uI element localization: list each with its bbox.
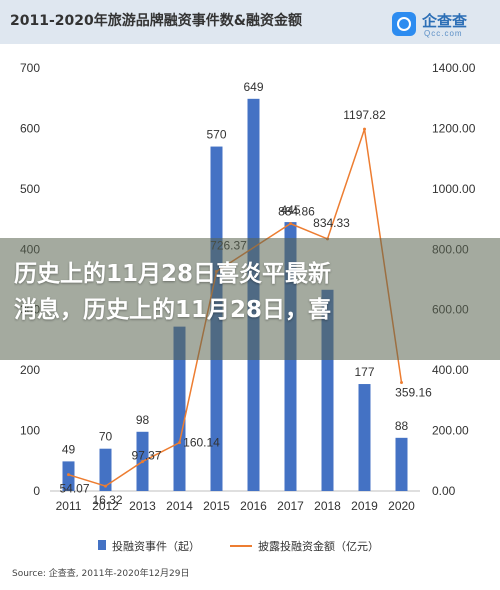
- headline-line-1: 历史上的11月28日喜炎平最新: [14, 261, 332, 287]
- line-point: [289, 222, 292, 226]
- bar-value-label: 88: [395, 419, 409, 433]
- qcc-logo-icon: [392, 12, 416, 36]
- line-value-label: 54.07: [59, 482, 89, 496]
- y-right-tick-label: 400.00: [432, 363, 469, 377]
- qcc-logo: 企查查 Qcc.com: [392, 10, 496, 40]
- bar: [62, 461, 75, 491]
- line-point: [400, 380, 403, 384]
- x-tick-label: 2011: [56, 499, 82, 513]
- headline-overlay: [0, 238, 500, 360]
- y-right-tick-label: 200.00: [432, 424, 469, 438]
- y-left-tick-label: 200: [20, 363, 40, 377]
- x-tick-label: 2016: [240, 499, 267, 513]
- y-right-tick-label: 1000.00: [432, 182, 476, 196]
- bar-value-label: 649: [243, 80, 263, 94]
- x-tick-label: 2019: [351, 499, 378, 513]
- bar-value-label: 98: [136, 413, 150, 427]
- legend-line-label: 披露投融资金额（亿元）: [258, 540, 379, 553]
- line-value-label: 834.33: [313, 216, 350, 230]
- line-value-label: 359.16: [395, 385, 432, 399]
- legend-line-swatch: [230, 545, 252, 547]
- bar-value-label: 445: [280, 203, 300, 217]
- y-left-tick-label: 100: [20, 424, 40, 438]
- y-right-tick-label: 1400.00: [432, 61, 476, 75]
- chart-legend: 投融资事件（起） 披露投融资金额（亿元）: [0, 536, 500, 556]
- x-tick-label: 2015: [203, 499, 230, 513]
- legend-bar-label: 投融资事件（起）: [112, 540, 200, 553]
- x-tick-label: 2020: [388, 499, 415, 513]
- bar-value-label: 70: [99, 430, 113, 444]
- line-value-label: 97.37: [131, 449, 161, 463]
- logo-domain: Qcc.com: [424, 29, 463, 38]
- line-value-label: 884.86: [278, 205, 315, 219]
- y-left-tick-label: 0: [33, 484, 40, 498]
- line-point: [141, 460, 144, 464]
- line-value-label: 1197.82: [343, 108, 386, 122]
- chart-header: [0, 0, 500, 44]
- line-point: [363, 127, 366, 131]
- y-left-tick-label: 500: [20, 182, 40, 196]
- source-note: Source: 企查查, 2011年-2020年12月29日: [12, 569, 190, 579]
- y-right-tick-label: 1200.00: [432, 121, 476, 135]
- y-left-tick-label: 700: [20, 61, 40, 75]
- headline-text: 历史上的11月28日喜炎平最新 消息，历史上的11月28日，喜: [14, 256, 490, 328]
- bar-value-label: 570: [206, 128, 226, 142]
- line-point: [104, 484, 107, 488]
- bar: [395, 437, 408, 491]
- y-right-tick-label: 0.00: [432, 484, 456, 498]
- line-value-label: 16.32: [92, 493, 122, 507]
- line-value-label: 160.14: [183, 436, 220, 450]
- line-point: [67, 473, 70, 477]
- line-point: [178, 441, 181, 445]
- x-tick-label: 2013: [129, 499, 156, 513]
- chart-title: 2011-2020年旅游品牌融资事件数&融资金额: [10, 13, 302, 29]
- x-tick-label: 2014: [166, 499, 193, 513]
- x-tick-label: 2018: [314, 499, 341, 513]
- bar: [358, 384, 371, 491]
- bar: [173, 326, 186, 491]
- x-tick-label: 2017: [277, 499, 304, 513]
- bar-value-label: 177: [354, 365, 374, 379]
- x-tick-label: 2012: [92, 499, 119, 513]
- headline-line-2: 消息，历史上的11月28日，喜: [14, 297, 332, 323]
- bar-value-label: 49: [62, 442, 76, 456]
- y-left-tick-label: 600: [20, 121, 40, 135]
- logo-name: 企查查: [422, 12, 468, 30]
- legend-bar-swatch: [98, 540, 106, 550]
- bar: [99, 448, 112, 491]
